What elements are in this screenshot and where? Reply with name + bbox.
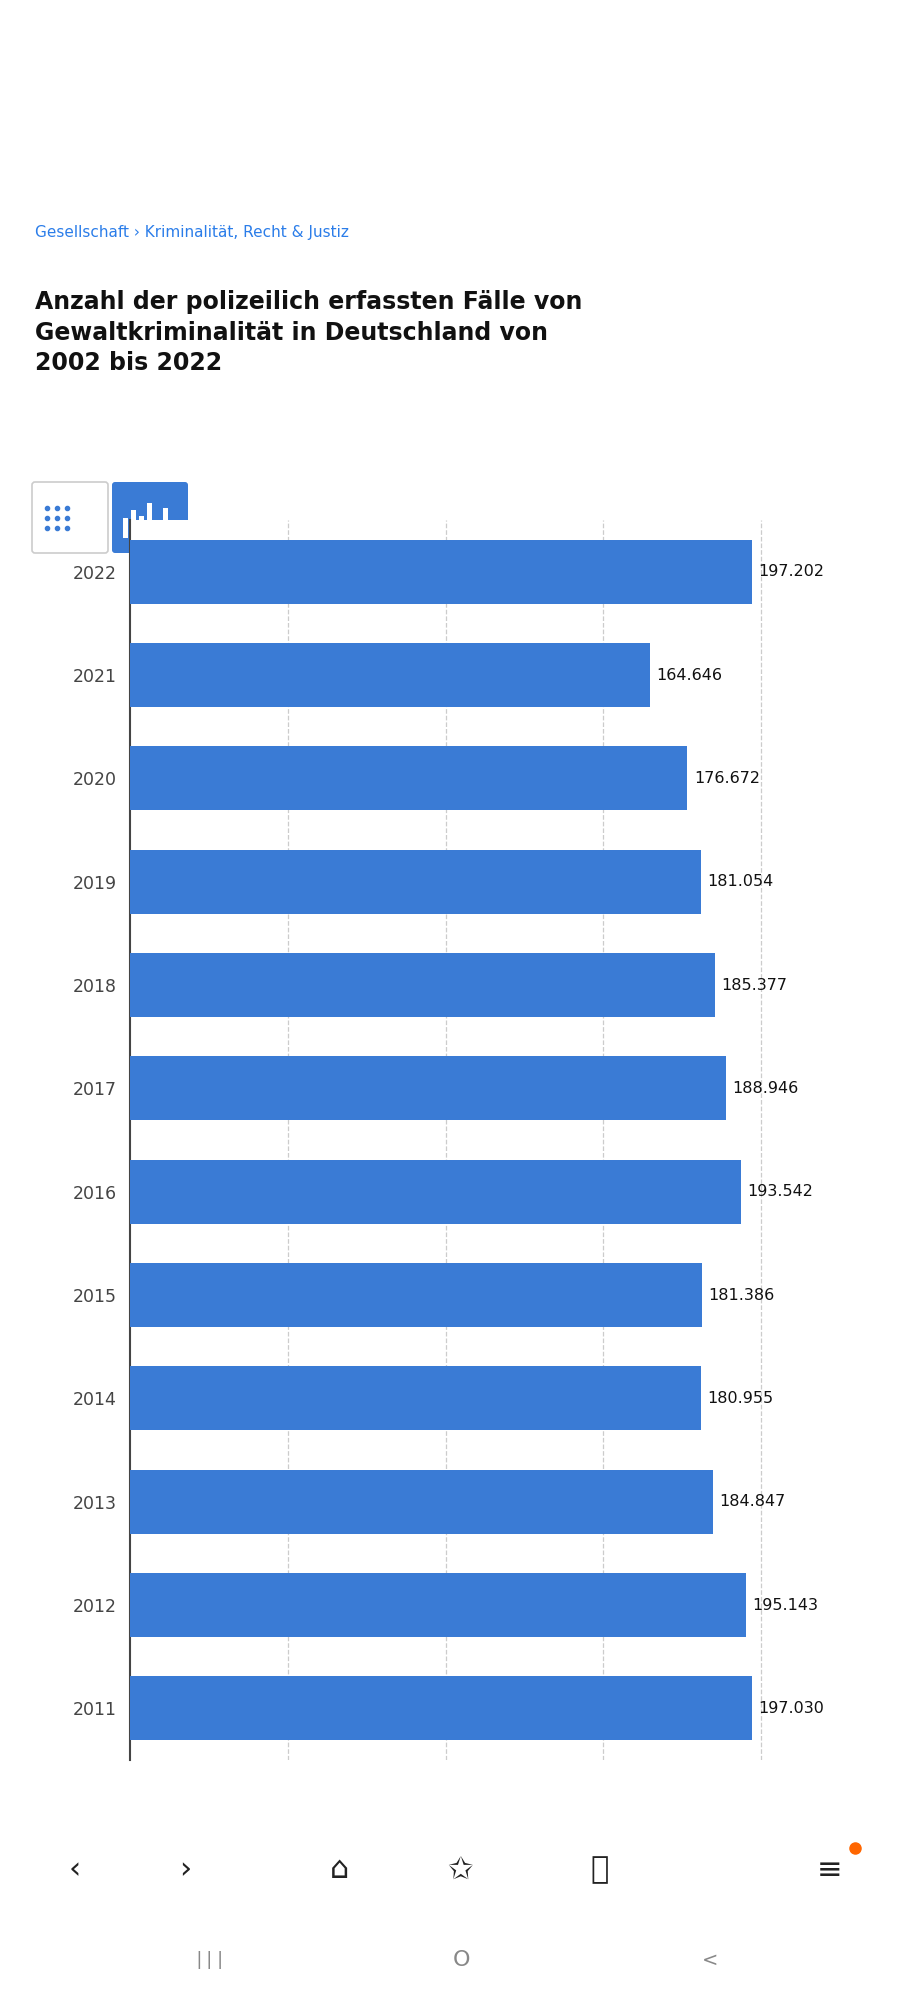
Text: |||: ||| [194, 1952, 226, 1968]
Text: 193.542: 193.542 [747, 1184, 813, 1200]
Text: 188.946: 188.946 [733, 1080, 798, 1096]
Text: 184.847: 184.847 [720, 1494, 785, 1510]
Bar [130, 510, 136, 538]
Text: 197.202: 197.202 [759, 564, 824, 580]
Text: <: < [701, 1950, 718, 1970]
Bar [154, 520, 160, 538]
Bar [123, 518, 127, 538]
Text: 195.143: 195.143 [752, 1598, 818, 1612]
Text: 180.955: 180.955 [707, 1390, 773, 1406]
Text: ⌂: ⌂ [330, 1856, 350, 1884]
Text: 176.672: 176.672 [694, 770, 760, 786]
Bar [130, 952, 715, 1018]
Bar [130, 1160, 741, 1224]
Bar [162, 508, 167, 538]
Bar [138, 516, 143, 538]
Bar [130, 540, 752, 604]
Text: 197.030: 197.030 [758, 1700, 824, 1716]
Text: O: O [452, 1950, 470, 1970]
Bar [130, 1262, 702, 1328]
Text: Gesellschaft › Kriminalität, Recht & Justiz: Gesellschaft › Kriminalität, Recht & Jus… [35, 226, 349, 240]
Text: ✩: ✩ [448, 1856, 473, 1884]
Bar [130, 746, 688, 810]
Text: ›: › [179, 1856, 191, 1884]
Text: ‹: ‹ [69, 1856, 81, 1884]
Bar [130, 1366, 701, 1430]
Text: 20:34: 20:34 [38, 34, 104, 54]
Bar [130, 642, 650, 708]
Text: Anzahl der polizeilich erfassten Fälle von
Gewaltkriminalität in Deutschland von: Anzahl der polizeilich erfassten Fälle v… [35, 290, 582, 376]
Text: de.statista.com: de.statista.com [376, 120, 546, 140]
Bar [130, 1470, 713, 1534]
Text: ≡: ≡ [817, 1856, 843, 1884]
Text: ⬜: ⬜ [591, 1856, 609, 1884]
Text: 185.377: 185.377 [721, 978, 787, 992]
Bar [130, 1572, 746, 1638]
Text: 181.386: 181.386 [709, 1288, 775, 1302]
FancyBboxPatch shape [32, 482, 108, 554]
Bar [130, 850, 701, 914]
Bar [130, 1056, 726, 1120]
Text: 181.054: 181.054 [708, 874, 773, 890]
Bar [130, 1676, 751, 1740]
Text: 94%: 94% [750, 36, 790, 54]
Text: 164.646: 164.646 [656, 668, 722, 682]
FancyBboxPatch shape [112, 482, 188, 554]
Bar [147, 504, 151, 538]
